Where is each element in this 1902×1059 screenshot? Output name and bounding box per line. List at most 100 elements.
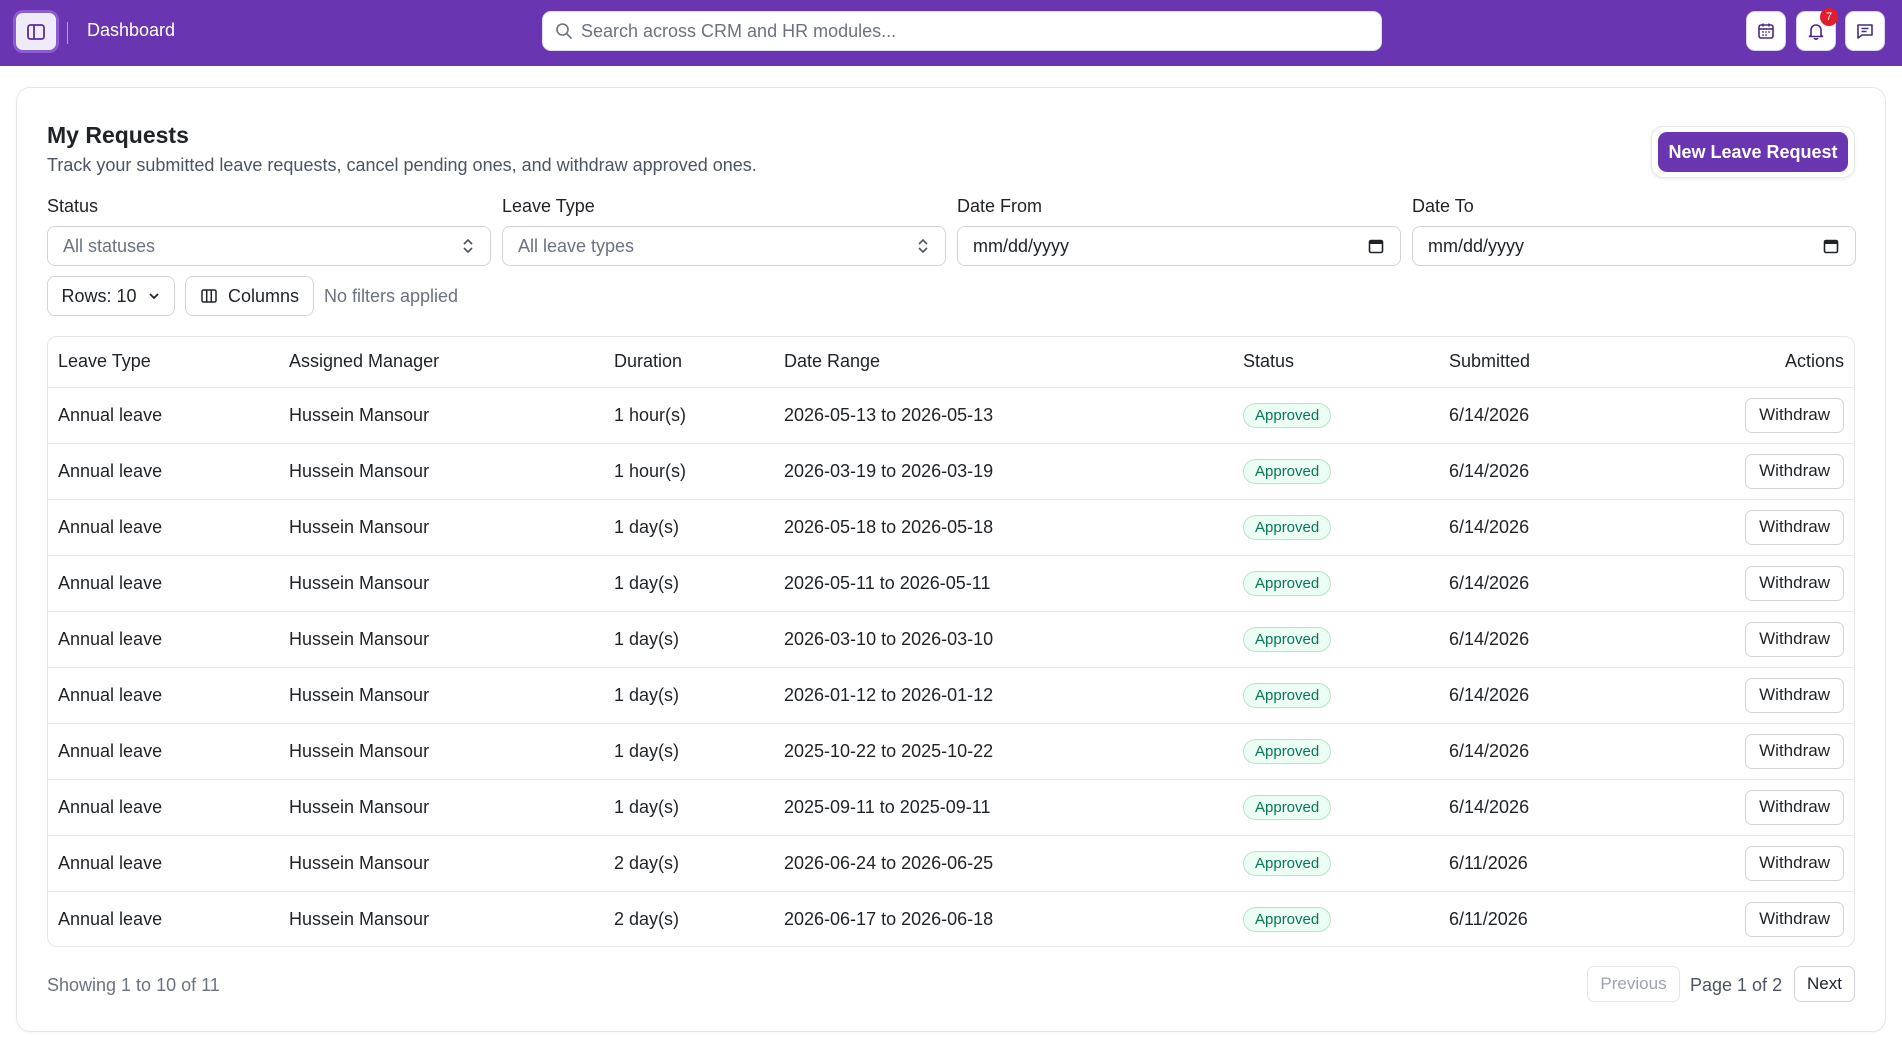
status-filter-label: Status: [47, 196, 99, 216]
table-row: Annual leave Hussein Mansour 2 day(s) 2026-…: [48, 835, 1854, 892]
cell-duration: 2 day(s): [614, 908, 680, 929]
cell-submitted: 6/14/2026: [1439, 499, 1689, 556]
cell-actions: Withdraw: [1689, 723, 1854, 780]
top-bar: Dashboard 7: [0, 0, 1902, 66]
table-row: Annual leave Hussein Mansour 1 day(s) 2026-…: [48, 667, 1854, 724]
cell-actions: Withdraw: [1689, 835, 1854, 892]
cell-status: Approved: [1233, 443, 1439, 500]
cell-manager: Hussein Mansour: [279, 611, 604, 668]
date-from-input[interactable]: mm/dd/yyyy: [957, 226, 1401, 266]
page-subtitle: Track your submitted leave requests, can…: [47, 155, 757, 175]
cell-actions: Withdraw: [1689, 891, 1854, 946]
table-row: Annual leave Hussein Mansour 2 day(s) 2026-…: [48, 891, 1854, 946]
status-select-value: All statuses: [63, 235, 156, 256]
search-input[interactable]: [581, 20, 1361, 42]
cell-actions: Withdraw: [1689, 555, 1854, 612]
cell-status: Approved: [1233, 499, 1439, 556]
withdraw-button[interactable]: Withdraw: [1745, 509, 1844, 545]
notifications-button[interactable]: 7: [1796, 8, 1838, 51]
cell-leave-type: Annual leave: [48, 387, 279, 444]
cell-duration: 1 hour(s): [604, 387, 774, 444]
next-page-button[interactable]: Next: [1794, 966, 1855, 1002]
status-badge: Approved: [1243, 906, 1332, 932]
cell-status: Approved: [1233, 387, 1439, 444]
withdraw-button[interactable]: Withdraw: [1745, 621, 1844, 657]
search-icon: [556, 23, 572, 39]
cell-leave-type: Annual leave: [48, 779, 279, 836]
cell-manager: Hussein Mansour: [279, 555, 604, 612]
table-row: Annual leave Hussein Mansour 1 day(s) 2025-…: [48, 779, 1854, 836]
cell-date-range: 2026-06-24 to 2026-06-25: [774, 835, 1233, 892]
status-badge: Approved: [1243, 458, 1332, 484]
status-badge: Approved: [1243, 514, 1332, 540]
withdraw-button[interactable]: Withdraw: [1745, 397, 1844, 433]
chevron-down-icon: [148, 293, 159, 300]
status-badge: Approved: [1243, 850, 1332, 876]
column-header-submitted[interactable]: Submitted: [1439, 337, 1689, 388]
withdraw-button[interactable]: Withdraw: [1745, 789, 1844, 825]
withdraw-button[interactable]: Withdraw: [1745, 677, 1844, 713]
cell-duration: 1 day(s): [604, 499, 774, 556]
page-indicator: Page 1 of 2: [1690, 975, 1783, 995]
column-header-duration[interactable]: Duration: [604, 337, 774, 388]
cell-duration: 2 day(s): [604, 835, 774, 892]
cell-submitted: 6/14/2026: [1439, 443, 1689, 500]
withdraw-button[interactable]: Withdraw: [1745, 453, 1844, 489]
date-to-input[interactable]: mm/dd/yyyy: [1412, 226, 1856, 266]
cell-duration: 1 day(s): [604, 723, 774, 780]
requests-table: Leave Type Assigned Manager Duration Dat…: [47, 336, 1855, 947]
cell-submitted: 6/11/2026: [1449, 908, 1528, 929]
calendar-icon: [1758, 23, 1774, 39]
chevron-up-down-icon: [918, 238, 928, 254]
cell-leave-type: Annual leave: [48, 835, 279, 892]
withdraw-button[interactable]: Withdraw: [1745, 845, 1844, 881]
leave-type-select[interactable]: All leave types: [502, 226, 946, 266]
calendar-icon[interactable]: [1367, 237, 1385, 255]
date-from-value: mm/dd/yyyy: [973, 235, 1070, 256]
cell-manager: Hussein Mansour: [279, 499, 604, 556]
column-header-leave-type[interactable]: Leave Type: [48, 337, 279, 388]
leave-type-select-value: All leave types: [518, 235, 635, 256]
cell-submitted: 6/14/2026: [1439, 723, 1689, 780]
header-title: Dashboard: [87, 20, 176, 40]
pagination-summary: Showing 1 to 10 of 11: [47, 975, 220, 995]
table-row: Annual leave Hussein Mansour 1 day(s) 2026-…: [48, 611, 1854, 668]
rows-per-page-button[interactable]: Rows: 10: [47, 276, 175, 316]
cell-date-range: 2026-01-12 to 2026-01-12: [774, 667, 1233, 724]
calendar-button[interactable]: [1746, 11, 1786, 51]
message-icon: [1857, 24, 1873, 39]
status-badge: Approved: [1243, 570, 1332, 596]
cell-leave-type: Annual leave: [48, 611, 279, 668]
leave-type-filter-label: Leave Type: [502, 196, 595, 216]
columns-button[interactable]: Columns: [185, 276, 314, 316]
cell-actions: Withdraw: [1689, 779, 1854, 836]
withdraw-button[interactable]: Withdraw: [1745, 733, 1844, 769]
cell-actions: Withdraw: [1689, 443, 1854, 500]
cell-manager: Hussein Mansour: [279, 723, 604, 780]
status-badge: Approved: [1243, 794, 1332, 820]
cell-date-range: 2025-10-22 to 2025-10-22: [774, 723, 1233, 780]
global-search[interactable]: [542, 11, 1382, 51]
page-title: My Requests: [47, 122, 189, 148]
withdraw-button[interactable]: Withdraw: [1745, 565, 1844, 601]
cell-leave-type: Annual leave: [48, 499, 279, 556]
calendar-icon[interactable]: [1822, 237, 1840, 255]
cell-date-range: 2026-05-18 to 2026-05-18: [774, 499, 1233, 556]
messages-button[interactable]: [1845, 11, 1885, 51]
column-header-manager[interactable]: Assigned Manager: [279, 337, 604, 388]
date-to-value: mm/dd/yyyy: [1428, 235, 1525, 256]
previous-page-button[interactable]: Previous: [1587, 966, 1680, 1002]
new-leave-request-button[interactable]: New Leave Request: [1658, 132, 1848, 172]
status-select[interactable]: All statuses: [47, 226, 491, 266]
filter-status-text: No filters applied: [324, 286, 459, 306]
new-request-wrapper: New Leave Request: [1651, 126, 1855, 178]
date-from-label: Date From: [957, 196, 1043, 216]
cell-actions: Withdraw: [1689, 387, 1854, 444]
header-divider: [67, 22, 68, 44]
cell-duration: 1 day(s): [604, 779, 774, 836]
column-header-date-range[interactable]: Date Range: [774, 337, 1233, 388]
sidebar-toggle-button[interactable]: [13, 10, 59, 53]
cell-manager: Hussein Mansour: [279, 667, 604, 724]
withdraw-button[interactable]: Withdraw: [1745, 901, 1844, 937]
column-header-status[interactable]: Status: [1233, 337, 1439, 388]
